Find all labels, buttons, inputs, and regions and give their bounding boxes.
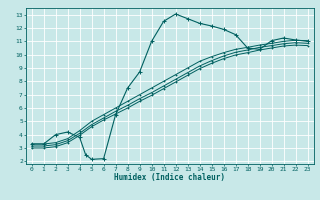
X-axis label: Humidex (Indice chaleur): Humidex (Indice chaleur) [114,173,225,182]
